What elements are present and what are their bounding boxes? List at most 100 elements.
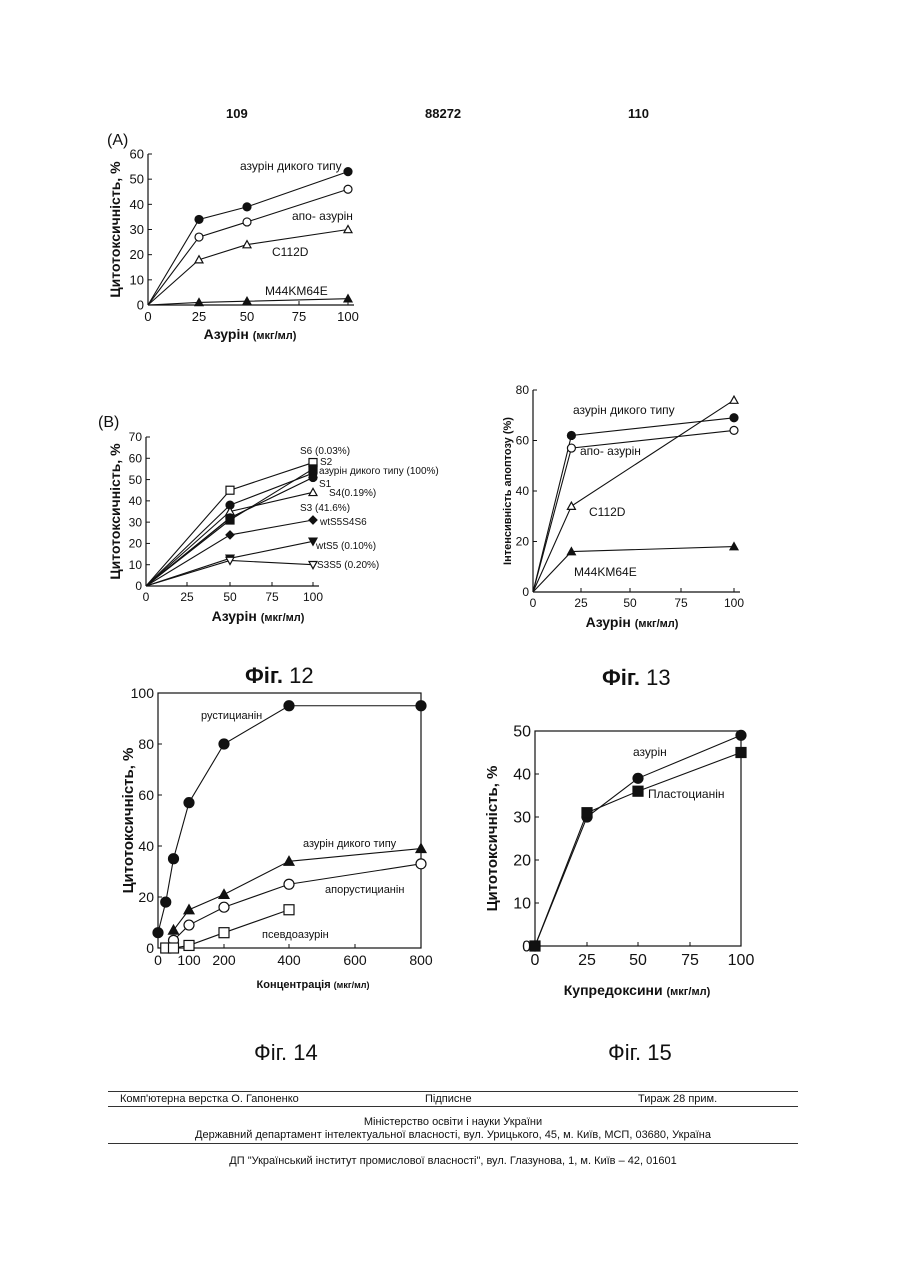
chart-15-series-0: азурін <box>530 730 746 951</box>
chart-14-series-3: псевдоазурін <box>158 905 329 953</box>
chart-14-series-1-point <box>169 925 179 934</box>
chart-13-series-1-point <box>567 444 575 452</box>
chart-A-ytick-label: 0 <box>137 298 144 313</box>
chart-B-series-6-line <box>146 520 313 586</box>
chart-13-series-1-point <box>730 426 738 434</box>
chart-15-series-1-point <box>530 941 540 951</box>
chart-13-xtick-label: 0 <box>530 596 537 610</box>
chart-14-series-0-point <box>219 739 229 749</box>
chart-A-ytick-label: 20 <box>130 247 144 262</box>
caption-fig15-word: Фіг. <box>608 1040 641 1065</box>
chart-A-series-0-point <box>344 168 352 176</box>
caption-fig12: Фіг. 12 <box>245 663 314 689</box>
chart-14-ytick-label: 60 <box>138 787 154 803</box>
chart-15-series-1-point <box>633 786 643 796</box>
chart-14-ylabel: Цитотоксичність, % <box>120 748 137 894</box>
chart-A-series-1-point <box>243 218 251 226</box>
chart-A-xlabel-word: Азурін <box>204 326 253 342</box>
chart-A-xtick-label: 0 <box>144 309 151 324</box>
chart-13-ytick-label: 20 <box>516 535 530 549</box>
chart-13-series-1-label: апо- азурін <box>580 444 641 458</box>
caption-fig14-word: Фіг. <box>254 1040 287 1065</box>
chart-14-series-0-line <box>158 706 421 933</box>
chart-13-xlabel-unit: (мкг/мл) <box>635 618 679 630</box>
chart-15-xlabel-unit: (мкг/мл) <box>667 986 711 998</box>
chart-15-ytick-label: 10 <box>513 896 531 913</box>
chart-14-series-3-point <box>284 905 294 915</box>
chart-B-series-6-label: wtS5S4S6 <box>319 517 367 528</box>
chart-A-series-1-label: апо- азурін <box>292 209 353 223</box>
chart-14-series-1-point <box>219 889 229 898</box>
chart-13-series-0-point <box>567 431 575 439</box>
caption-fig15-num: 15 <box>647 1040 671 1065</box>
chart-15-ytick-label: 50 <box>513 724 531 741</box>
chart-A-ytick-label: 30 <box>130 222 144 237</box>
chart-B-xlabel-word: Азурін <box>212 608 261 624</box>
caption-fig14: Фіг. 14 <box>254 1040 318 1066</box>
chart-14-xtick-label: 200 <box>212 952 236 968</box>
chart-13-ytick-label: 60 <box>516 434 530 448</box>
caption-fig14-num: 14 <box>293 1040 317 1065</box>
chart-14-series-1-label: азурін дикого типу <box>303 838 397 850</box>
footer-institute: ДП "Український інститут промислової вла… <box>108 1155 798 1167</box>
caption-fig15: Фіг. 15 <box>608 1040 672 1066</box>
chart-14-series-1-point <box>184 905 194 914</box>
chart-B-xtick-label: 25 <box>180 590 194 604</box>
chart-A-series-1-point <box>344 185 352 193</box>
chart-B-series-2: азурін дикого типу (100%) <box>146 466 439 586</box>
chart-13-series-2-point <box>567 502 575 509</box>
chart-15-xtick-label: 75 <box>681 952 699 969</box>
chart-15-series-0-line <box>535 735 741 946</box>
footer-circulation: Тираж 28 прим. <box>638 1093 717 1105</box>
chart-13-xtick-label: 100 <box>724 596 744 610</box>
chart-B-series-4-point <box>309 488 317 495</box>
chart-B-series-2-label: азурін дикого типу (100%) <box>319 466 439 477</box>
chart-13-series-0-label: азурін дикого типу <box>573 403 675 417</box>
chart-14-series-2-point <box>416 859 426 869</box>
chart-B-ytick-label: 10 <box>129 558 143 572</box>
chart-A-xtick-label: 25 <box>192 309 206 324</box>
chart-B-xtick-label: 0 <box>143 590 150 604</box>
chart-A-xtick-label: 75 <box>292 309 306 324</box>
chart-B-ytick-label: 70 <box>129 430 143 444</box>
chart-13-series-2-point <box>730 396 738 403</box>
chart-A-series-3-label: M44KM64E <box>265 284 328 298</box>
chart-A-xtick-label: 50 <box>240 309 254 324</box>
chart-B-series-5-point <box>309 473 317 481</box>
chart-14-series-0-label: рустицианін <box>201 710 262 722</box>
caption-fig12-word: Фіг. <box>245 663 283 688</box>
chart-14-ytick-label: 20 <box>138 889 154 905</box>
chart-14-series-0-point <box>416 701 426 711</box>
chart-15-xtick-label: 25 <box>578 952 596 969</box>
chart-14-xtick-label: 800 <box>409 952 433 968</box>
chart-13-xlabel: Азурін (мкг/мл) <box>586 614 679 630</box>
chart-13-series-2-label: C112D <box>589 505 626 519</box>
chart-14-xtick-label: 100 <box>177 952 201 968</box>
chart-13: 0204060800255075100Азурін (мкг/мл)Інтенс… <box>502 383 744 630</box>
chart-A-series-2-point <box>344 226 352 233</box>
chart-15-series-0-point <box>736 730 746 740</box>
chart-B-ytick-label: 20 <box>129 537 143 551</box>
footer-rule-top <box>108 1091 798 1092</box>
chart-15-ytick-label: 40 <box>513 767 531 784</box>
chart-B-xlabel: Азурін (мкг/мл) <box>212 608 305 624</box>
chart-14-series-2-point <box>184 920 194 930</box>
caption-fig13-word: Фіг. <box>602 665 640 690</box>
chart-13-xtick-label: 50 <box>623 596 637 610</box>
footer-rule-bottom <box>108 1143 798 1144</box>
chart-14: 0204060801000100200400600800Концентрація… <box>120 685 433 991</box>
chart-A-series-0-point <box>195 215 203 223</box>
chart-A-ytick-label: 60 <box>130 147 144 162</box>
caption-fig13: Фіг. 13 <box>602 665 671 691</box>
chart-15-series-0-point <box>633 773 643 783</box>
footer-layout: Комп'ютерна верстка О. Гапоненко <box>120 1093 299 1105</box>
chart-14-series-3-point <box>219 928 229 938</box>
chart-13-ylabel: Інтенсивність апоптозу (%) <box>502 417 514 565</box>
chart-B-xtick-label: 100 <box>303 590 323 604</box>
chart-14-ytick-label: 40 <box>138 838 154 854</box>
chart-14-series-3-label: псевдоазурін <box>262 929 329 941</box>
footer-rule-mid <box>108 1106 798 1107</box>
chart-15-xlabel: Купредоксини (мкг/мл) <box>564 982 711 998</box>
chart-13-series-2: C112D <box>533 396 738 592</box>
